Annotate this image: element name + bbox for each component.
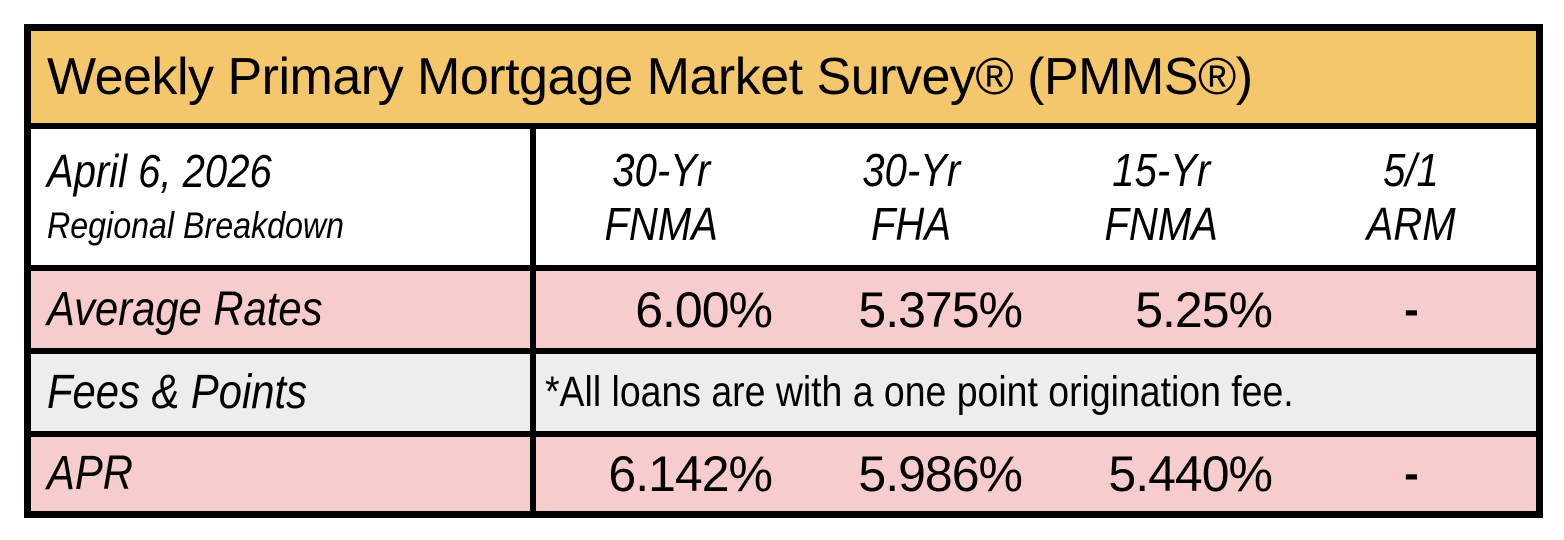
table-title-row: Weekly Primary Mortgage Market Survey® (… xyxy=(31,31,1536,123)
apr-15yr-fnma: 5.440% xyxy=(1108,446,1273,502)
survey-date: April 6, 2026 xyxy=(47,145,272,198)
survey-subtitle: Regional Breakdown xyxy=(47,205,345,247)
column-header-15yr-fnma: 15-Yr FNMA xyxy=(1036,129,1286,267)
row-label: Fees & Points xyxy=(47,365,307,419)
column-header-30yr-fha: 30-Yr FHA xyxy=(786,129,1036,267)
average-rates-label-cell: Average Rates xyxy=(31,271,536,348)
rate-30yr-fnma: 6.00% xyxy=(635,281,773,338)
column-header-row: April 6, 2026 Regional Breakdown 30-Yr F… xyxy=(31,129,1536,265)
average-rates-row: Average Rates 6.00% 5.375% 5.25% - xyxy=(31,271,1536,348)
column-term: 5/1 xyxy=(1383,144,1439,196)
row-label: APR xyxy=(47,447,133,500)
column-term: 30-Yr xyxy=(862,144,960,196)
column-product: FNMA xyxy=(604,198,718,250)
apr-51-arm: - xyxy=(1404,449,1419,498)
rate-30yr-fha: 5.375% xyxy=(858,281,1023,338)
average-rates-values: 6.00% 5.375% 5.25% - xyxy=(536,271,1536,348)
rate-51-arm: - xyxy=(1404,284,1419,334)
origination-fee-note: *All loans are with a one point originat… xyxy=(545,368,1294,416)
fees-points-label-cell: Fees & Points xyxy=(31,354,536,431)
apr-30yr-fnma: 6.142% xyxy=(608,446,773,502)
column-product: FNMA xyxy=(1104,198,1218,250)
apr-label-cell: APR xyxy=(31,437,536,511)
table-title: Weekly Primary Mortgage Market Survey® (… xyxy=(47,48,1253,106)
survey-period-cell: April 6, 2026 Regional Breakdown xyxy=(31,129,536,265)
column-header-30yr-fnma: 30-Yr FNMA xyxy=(536,129,786,267)
apr-row: APR 6.142% 5.986% 5.440% - xyxy=(31,437,1536,511)
column-header-51-arm: 5/1 ARM xyxy=(1286,129,1536,267)
fees-note-cell: *All loans are with a one point originat… xyxy=(536,354,1536,431)
column-product: ARM xyxy=(1366,198,1456,250)
apr-30yr-fha: 5.986% xyxy=(858,446,1023,502)
column-headers: 30-Yr FNMA 30-Yr FHA 15-Yr FNMA 5/1 ARM xyxy=(536,129,1536,265)
column-term: 30-Yr xyxy=(612,144,710,196)
apr-values: 6.142% 5.986% 5.440% - xyxy=(536,437,1536,511)
row-label: Average Rates xyxy=(47,282,323,336)
fees-points-row: Fees & Points *All loans are with a one … xyxy=(31,354,1536,431)
rate-15yr-fnma: 5.25% xyxy=(1135,281,1273,338)
column-term: 15-Yr xyxy=(1112,144,1210,196)
column-product: FHA xyxy=(870,198,952,250)
pmms-rate-table: Weekly Primary Mortgage Market Survey® (… xyxy=(24,24,1543,518)
